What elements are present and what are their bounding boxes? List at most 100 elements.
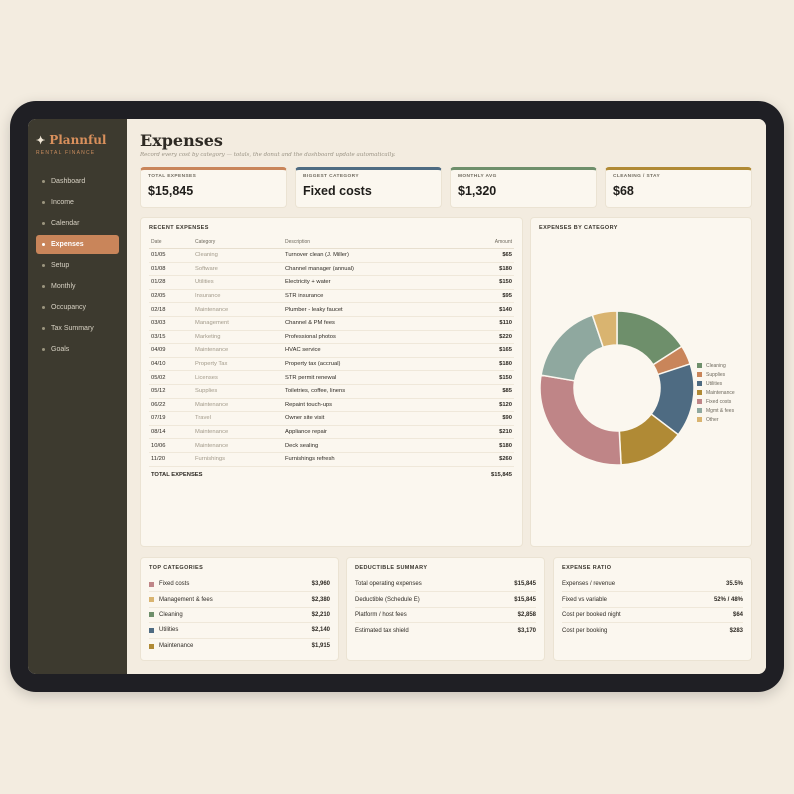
table-row[interactable]: 05/02 Licenses STR permit renewal $150 [149, 370, 514, 385]
legend-label: Utilities [706, 380, 723, 387]
date-cell: 01/28 [149, 275, 193, 290]
description-cell: Professional photos [283, 330, 456, 345]
kpi-value: $15,845 [148, 184, 194, 198]
column-header-amount[interactable]: Amount [455, 237, 514, 249]
legend-item[interactable]: Supplies [697, 370, 735, 379]
date-cell: 07/19 [149, 411, 193, 426]
amount-cell: $90 [455, 411, 514, 426]
sidebar-item-expenses[interactable]: Expenses [36, 235, 119, 254]
legend-item[interactable]: Utilities [697, 379, 735, 388]
expense-ratio-panel: EXPENSE RATIO Expenses / revenue 35.5% Fix… [553, 557, 752, 661]
sidebar-item-label: Monthly [51, 283, 76, 290]
category-cell: Cleaning [193, 248, 283, 263]
amount-cell: $85 [455, 384, 514, 399]
sidebar-item-tax-summary[interactable]: Tax Summary [36, 319, 119, 338]
date-cell: 08/14 [149, 425, 193, 440]
amount-cell: $180 [455, 438, 514, 453]
table-row[interactable]: 11/20 Furnishings Furnishings refresh $260 [149, 452, 514, 467]
row-label: Estimated tax shield [355, 627, 409, 634]
amount-cell: $180 [455, 357, 514, 372]
legend-item[interactable]: Mgmt & fees [697, 406, 735, 415]
donut-slice-fixed-costs[interactable] [539, 374, 622, 466]
date-cell: 06/22 [149, 398, 193, 413]
table-row[interactable]: 01/28 Utilities Electricity + water $150 [149, 275, 514, 290]
sidebar-item-dashboard[interactable]: Dashboard [36, 172, 119, 191]
column-header-category[interactable]: Category [193, 237, 283, 249]
legend-item[interactable]: Cleaning [697, 361, 735, 370]
donut-slice-mgmt-fees[interactable] [540, 314, 605, 382]
table-row[interactable]: 04/09 Maintenance HVAC service $165 [149, 343, 514, 358]
description-cell: HVAC service [283, 343, 456, 358]
legend-item[interactable]: Other [697, 415, 735, 424]
table-row[interactable]: 01/08 Software Channel manager (annual) $18… [149, 262, 514, 277]
column-header-description[interactable]: Description [283, 237, 456, 249]
sidebar-item-monthly[interactable]: Monthly [36, 277, 119, 296]
description-cell: Toiletries, coffee, linens [283, 384, 456, 399]
table-row[interactable]: 03/15 Marketing Professional photos $220 [149, 330, 514, 345]
kpi-value: $68 [613, 184, 634, 198]
sidebar-item-setup[interactable]: Setup [36, 256, 119, 275]
sidebar-item-calendar[interactable]: Calendar [36, 214, 119, 233]
description-cell: Furnishings refresh [283, 452, 456, 467]
row-label-wrap: Utilities [149, 627, 178, 633]
table-row[interactable]: 03/03 Management Channel & PM fees $110 [149, 316, 514, 331]
row-value: $2,210 [311, 611, 330, 618]
date-cell: 10/06 [149, 438, 193, 453]
table-row[interactable]: 06/22 Maintenance Repaint touch-ups $120 [149, 398, 514, 413]
sidebar-item-goals[interactable]: Goals [36, 340, 119, 359]
amount-cell: $180 [455, 262, 514, 277]
top-categories-panel: TOP CATEGORIES Fixed costs $3,960 Manageme… [140, 557, 339, 661]
list-item: Cleaning $2,210 [149, 608, 330, 624]
sidebar-item-label: Income [51, 199, 74, 206]
brand-logo[interactable]: ✦ Plannful [28, 133, 127, 147]
row-value: $3,960 [311, 581, 330, 588]
date-cell: 03/15 [149, 330, 193, 345]
row-value: $2,858 [517, 611, 536, 618]
row-label-wrap: Platform / host fees [355, 612, 407, 618]
table-row[interactable]: 01/05 Cleaning Turnover clean (J. Miller) $… [149, 248, 514, 263]
category-cell: Utilities [193, 275, 283, 290]
table-row[interactable]: 02/18 Maintenance Plumber - leaky faucet $1… [149, 302, 514, 317]
row-value: 52% / 48% [713, 596, 743, 603]
table-row[interactable]: 05/12 Supplies Toiletries, coffee, linens $… [149, 384, 514, 399]
donut-slice-other[interactable] [591, 310, 618, 349]
kpi-card-biggest-category: BIGGEST CATEGORY Fixed costs [295, 167, 442, 208]
list-item: Total operating expenses $15,845 [355, 577, 536, 593]
list-item: Utilities $2,140 [149, 623, 330, 639]
bullet-icon [42, 264, 45, 267]
date-cell: 11/20 [149, 452, 193, 467]
description-cell: Deck sealing [283, 438, 456, 453]
table-row[interactable]: 04/10 Property Tax Property tax (accrual) $… [149, 357, 514, 372]
legend-label: Supplies [706, 371, 726, 378]
date-cell: 03/03 [149, 316, 193, 331]
amount-cell: $120 [455, 398, 514, 413]
list-item: Cost per booked night $64 [562, 608, 743, 624]
donut-chart-svg [539, 310, 695, 466]
row-label: Fixed vs variable [562, 596, 608, 603]
table-row[interactable]: 07/19 Travel Owner site visit $90 [149, 411, 514, 426]
list-item: Expenses / revenue 35.5% [562, 577, 743, 593]
app-screen: ✦ Plannful RENTAL FINANCE Dashboard Inco… [28, 119, 766, 674]
row-label: Management & fees [159, 596, 213, 603]
table-row[interactable]: 02/05 Insurance STR insurance $95 [149, 289, 514, 304]
kpi-card-monthly-avg: MONTHLY AVG $1,320 [450, 167, 597, 208]
legend-item[interactable]: Maintenance [697, 388, 735, 397]
description-cell: Channel manager (annual) [283, 262, 456, 277]
sidebar-item-label: Tax Summary [51, 325, 94, 332]
category-cell: Supplies [193, 384, 283, 399]
list-item: Deductible (Schedule E) $15,845 [355, 592, 536, 608]
sidebar-item-occupancy[interactable]: Occupancy [36, 298, 119, 317]
table-row[interactable]: 08/14 Maintenance Appliance repair $210 [149, 425, 514, 440]
row-label-wrap: Maintenance [149, 643, 193, 649]
legend-swatch [697, 372, 702, 377]
sidebar-item-income[interactable]: Income [36, 193, 119, 212]
column-header-date[interactable]: Date [149, 237, 193, 249]
sidebar-item-label: Occupancy [51, 304, 87, 311]
row-label: Deductible (Schedule E) [355, 596, 420, 603]
date-cell: 05/12 [149, 384, 193, 399]
legend-item[interactable]: Fixed costs [697, 397, 735, 406]
kpi-label: MONTHLY AVG [458, 174, 497, 179]
table-row[interactable]: 10/06 Maintenance Deck sealing $180 [149, 438, 514, 453]
category-cell: Travel [193, 411, 283, 426]
sparkle-icon: ✦ [36, 133, 46, 147]
